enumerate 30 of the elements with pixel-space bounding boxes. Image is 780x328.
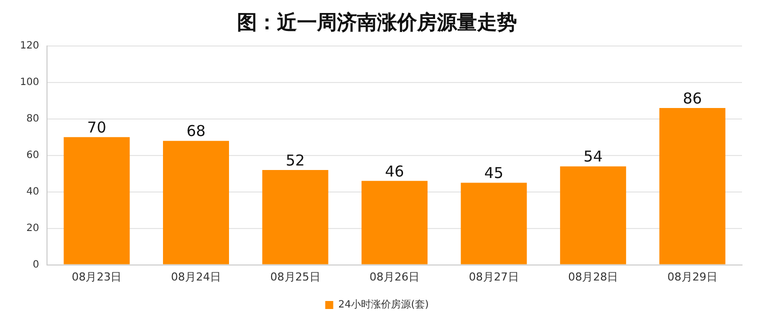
y-tick-label: 60 [26, 150, 40, 161]
bar [659, 108, 726, 264]
data-label: 86 [682, 89, 702, 108]
data-label: 70 [87, 118, 106, 137]
legend-label: 24小时涨价房源(套) [338, 298, 429, 311]
bar [262, 170, 328, 264]
x-tick-label: 08月24日 [170, 270, 221, 284]
data-label: 54 [584, 148, 603, 166]
y-tick-label: 40 [26, 186, 40, 198]
bar [162, 140, 230, 264]
y-tick-label: 100 [20, 77, 40, 88]
y-tick-label: 80 [26, 114, 40, 125]
y-tick-label: 120 [20, 40, 40, 52]
bar [362, 180, 428, 264]
x-tick-label: 08月26日 [370, 270, 420, 284]
bar [64, 137, 130, 264]
data-label: 46 [384, 162, 404, 180]
x-tick-label: 08月29日 [667, 270, 718, 284]
y-tick-label: 0 [32, 259, 40, 270]
data-label: 45 [484, 164, 504, 182]
data-label: 68 [186, 122, 206, 140]
bar [560, 166, 626, 264]
x-tick-label: 08月23日 [72, 270, 122, 284]
y-tick-label: 20 [26, 222, 40, 234]
x-tick-label: 08月25日 [270, 270, 320, 284]
x-tick-label: 08月27日 [468, 270, 519, 284]
bar [460, 182, 527, 264]
x-tick-label: 08月28日 [568, 270, 618, 284]
chart-title: 图：近一周济南涨价房源量走势 [237, 10, 517, 34]
data-label: 52 [286, 151, 305, 170]
